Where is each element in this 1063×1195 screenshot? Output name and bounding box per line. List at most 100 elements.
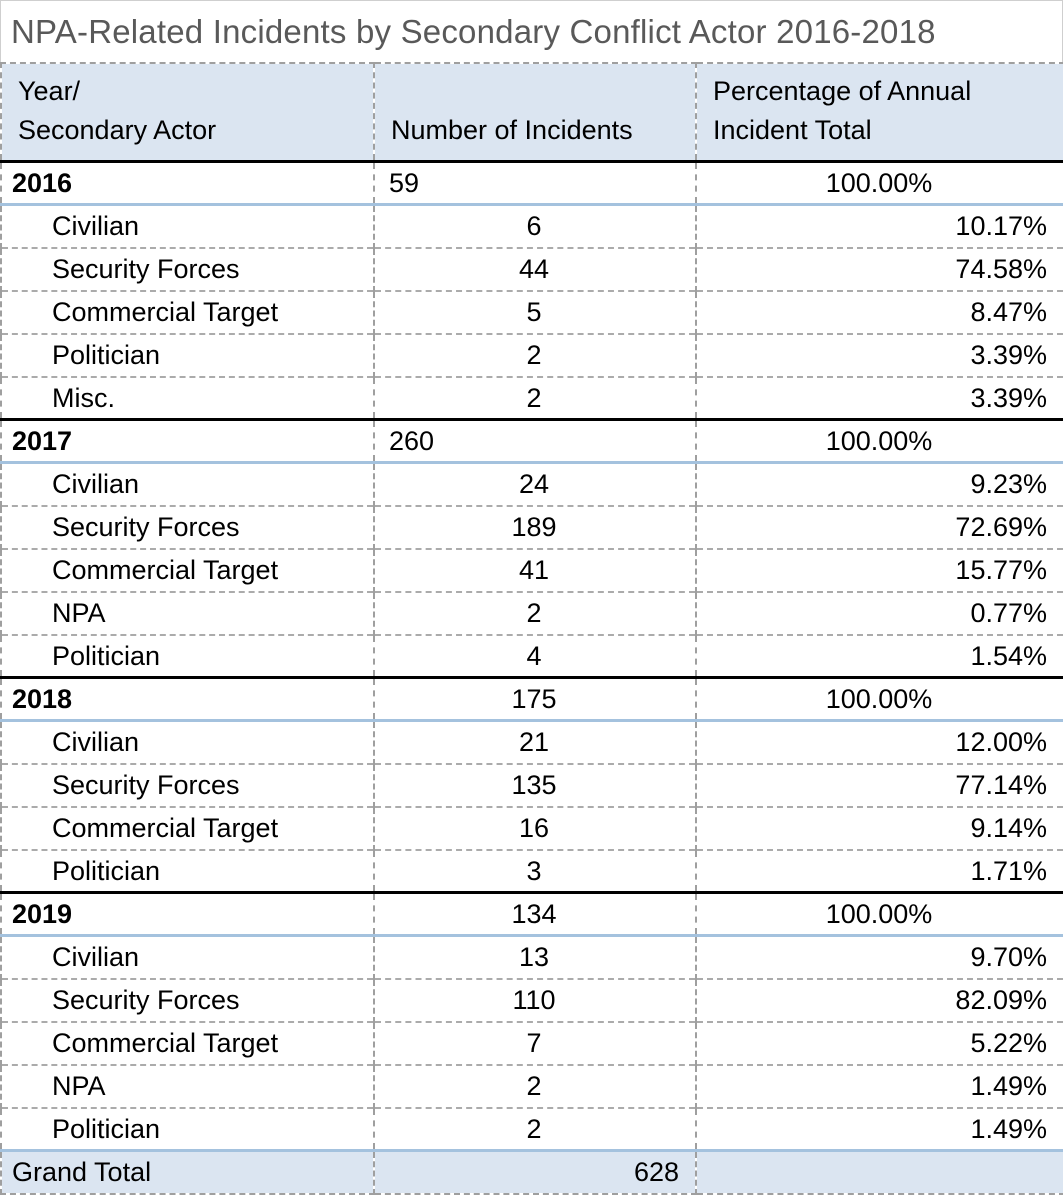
percentage-cell: 12.00%: [695, 719, 1063, 764]
percentage-cell: 1.49%: [695, 1063, 1063, 1108]
percentage-cell: 100.00%: [695, 160, 1063, 207]
actor-cell: Grand Total: [0, 1149, 375, 1195]
table-body: 2016 59 100.00% Civilian 6 10.17% Security For…: [0, 160, 1063, 1195]
percentage-cell: 100.00%: [695, 418, 1063, 465]
incidents-cell: 175: [373, 676, 697, 723]
percentage-cell: 5.22%: [695, 1020, 1063, 1065]
incidents-cell: 41: [373, 547, 697, 592]
detail-row: Commercial Target 16 9.14%: [0, 805, 1063, 850]
actor-cell: Politician: [0, 848, 375, 893]
percentage-cell: 0.77%: [695, 590, 1063, 635]
actor-cell: Politician: [0, 1106, 375, 1151]
actor-cell: Security Forces: [0, 762, 375, 807]
incidents-cell: 2: [373, 1063, 697, 1108]
incidents-cell: 7: [373, 1020, 697, 1065]
col-header-number-of-incidents: Number of Incidents: [373, 62, 697, 164]
actor-cell: 2019: [0, 891, 375, 938]
percentage-cell: 9.70%: [695, 934, 1063, 979]
percentage-cell: 9.23%: [695, 461, 1063, 506]
detail-row: Security Forces 44 74.58%: [0, 246, 1063, 291]
incidents-cell: 16: [373, 805, 697, 850]
percentage-cell: 72.69%: [695, 504, 1063, 549]
grand-total-row: Grand Total 628: [0, 1149, 1063, 1195]
detail-row: Civilian 13 9.70%: [0, 934, 1063, 979]
percentage-cell: 10.17%: [695, 203, 1063, 248]
percentage-cell: 8.47%: [695, 289, 1063, 334]
actor-cell: 2016: [0, 160, 375, 207]
percentage-cell: 1.54%: [695, 633, 1063, 678]
col-header-year-secondary-actor: Year/ Secondary Actor: [0, 62, 375, 164]
header-row: Year/ Secondary Actor Number of Incident…: [0, 62, 1063, 164]
incidents-cell: 6: [373, 203, 697, 248]
detail-row: Security Forces 135 77.14%: [0, 762, 1063, 807]
year-row: 2018 175 100.00%: [0, 676, 1063, 723]
incidents-cell: 2: [373, 590, 697, 635]
incidents-cell: 44: [373, 246, 697, 291]
detail-row: Politician 3 1.71%: [0, 848, 1063, 893]
percentage-cell: 15.77%: [695, 547, 1063, 592]
col-header-incidents-line: Number of Incidents: [391, 115, 633, 146]
percentage-cell: 1.71%: [695, 848, 1063, 893]
incidents-cell: 59: [373, 160, 697, 207]
detail-row: Civilian 6 10.17%: [0, 203, 1063, 248]
percentage-cell: 1.49%: [695, 1106, 1063, 1151]
actor-cell: Security Forces: [0, 246, 375, 291]
incidents-cell: 189: [373, 504, 697, 549]
incidents-cell: 13: [373, 934, 697, 979]
actor-cell: Civilian: [0, 934, 375, 979]
actor-cell: Civilian: [0, 461, 375, 506]
incidents-cell: 134: [373, 891, 697, 938]
col-header-percentage-line1: Percentage of Annual: [713, 76, 972, 106]
table-title: NPA-Related Incidents by Secondary Confl…: [0, 0, 1063, 62]
incidents-cell: 4: [373, 633, 697, 678]
actor-cell: Civilian: [0, 203, 375, 248]
percentage-cell: 9.14%: [695, 805, 1063, 850]
percentage-cell: [695, 1149, 1063, 1195]
percentage-cell: 77.14%: [695, 762, 1063, 807]
incidents-cell: 5: [373, 289, 697, 334]
actor-cell: Politician: [0, 633, 375, 678]
incidents-cell: 24: [373, 461, 697, 506]
detail-row: NPA 2 0.77%: [0, 590, 1063, 635]
incidents-cell: 628: [373, 1149, 697, 1195]
col-header-percentage-line2: Incident Total: [713, 115, 872, 146]
detail-row: Politician 2 1.49%: [0, 1106, 1063, 1151]
detail-row: Commercial Target 7 5.22%: [0, 1020, 1063, 1065]
incidents-cell: 260: [373, 418, 697, 465]
actor-cell: NPA: [0, 590, 375, 635]
year-row: 2016 59 100.00%: [0, 160, 1063, 207]
year-row: 2017 260 100.00%: [0, 418, 1063, 465]
incidents-cell: 110: [373, 977, 697, 1022]
actor-cell: Commercial Target: [0, 805, 375, 850]
col-header-percentage: Percentage of Annual Incident Total: [695, 62, 1063, 164]
incidents-table: Year/ Secondary Actor Number of Incident…: [0, 62, 1063, 1195]
incidents-cell: 2: [373, 1106, 697, 1151]
incidents-cell: 3: [373, 848, 697, 893]
detail-row: Security Forces 110 82.09%: [0, 977, 1063, 1022]
detail-row: Politician 4 1.54%: [0, 633, 1063, 678]
col-header-year-line: Year/: [18, 76, 81, 106]
detail-row: Civilian 21 12.00%: [0, 719, 1063, 764]
detail-row: Civilian 24 9.23%: [0, 461, 1063, 506]
percentage-cell: 3.39%: [695, 332, 1063, 377]
incidents-cell: 21: [373, 719, 697, 764]
detail-row: Security Forces 189 72.69%: [0, 504, 1063, 549]
actor-cell: Security Forces: [0, 977, 375, 1022]
year-row: 2019 134 100.00%: [0, 891, 1063, 938]
actor-cell: Misc.: [0, 375, 375, 420]
actor-cell: NPA: [0, 1063, 375, 1108]
detail-row: Commercial Target 41 15.77%: [0, 547, 1063, 592]
detail-row: Misc. 2 3.39%: [0, 375, 1063, 420]
actor-cell: Commercial Target: [0, 1020, 375, 1065]
actor-cell: Civilian: [0, 719, 375, 764]
actor-cell: Security Forces: [0, 504, 375, 549]
col-header-actor-line: Secondary Actor: [18, 115, 217, 146]
actor-cell: Commercial Target: [0, 289, 375, 334]
incidents-cell: 2: [373, 332, 697, 377]
percentage-cell: 3.39%: [695, 375, 1063, 420]
percentage-cell: 74.58%: [695, 246, 1063, 291]
actor-cell: Politician: [0, 332, 375, 377]
detail-row: Politician 2 3.39%: [0, 332, 1063, 377]
actor-cell: 2017: [0, 418, 375, 465]
